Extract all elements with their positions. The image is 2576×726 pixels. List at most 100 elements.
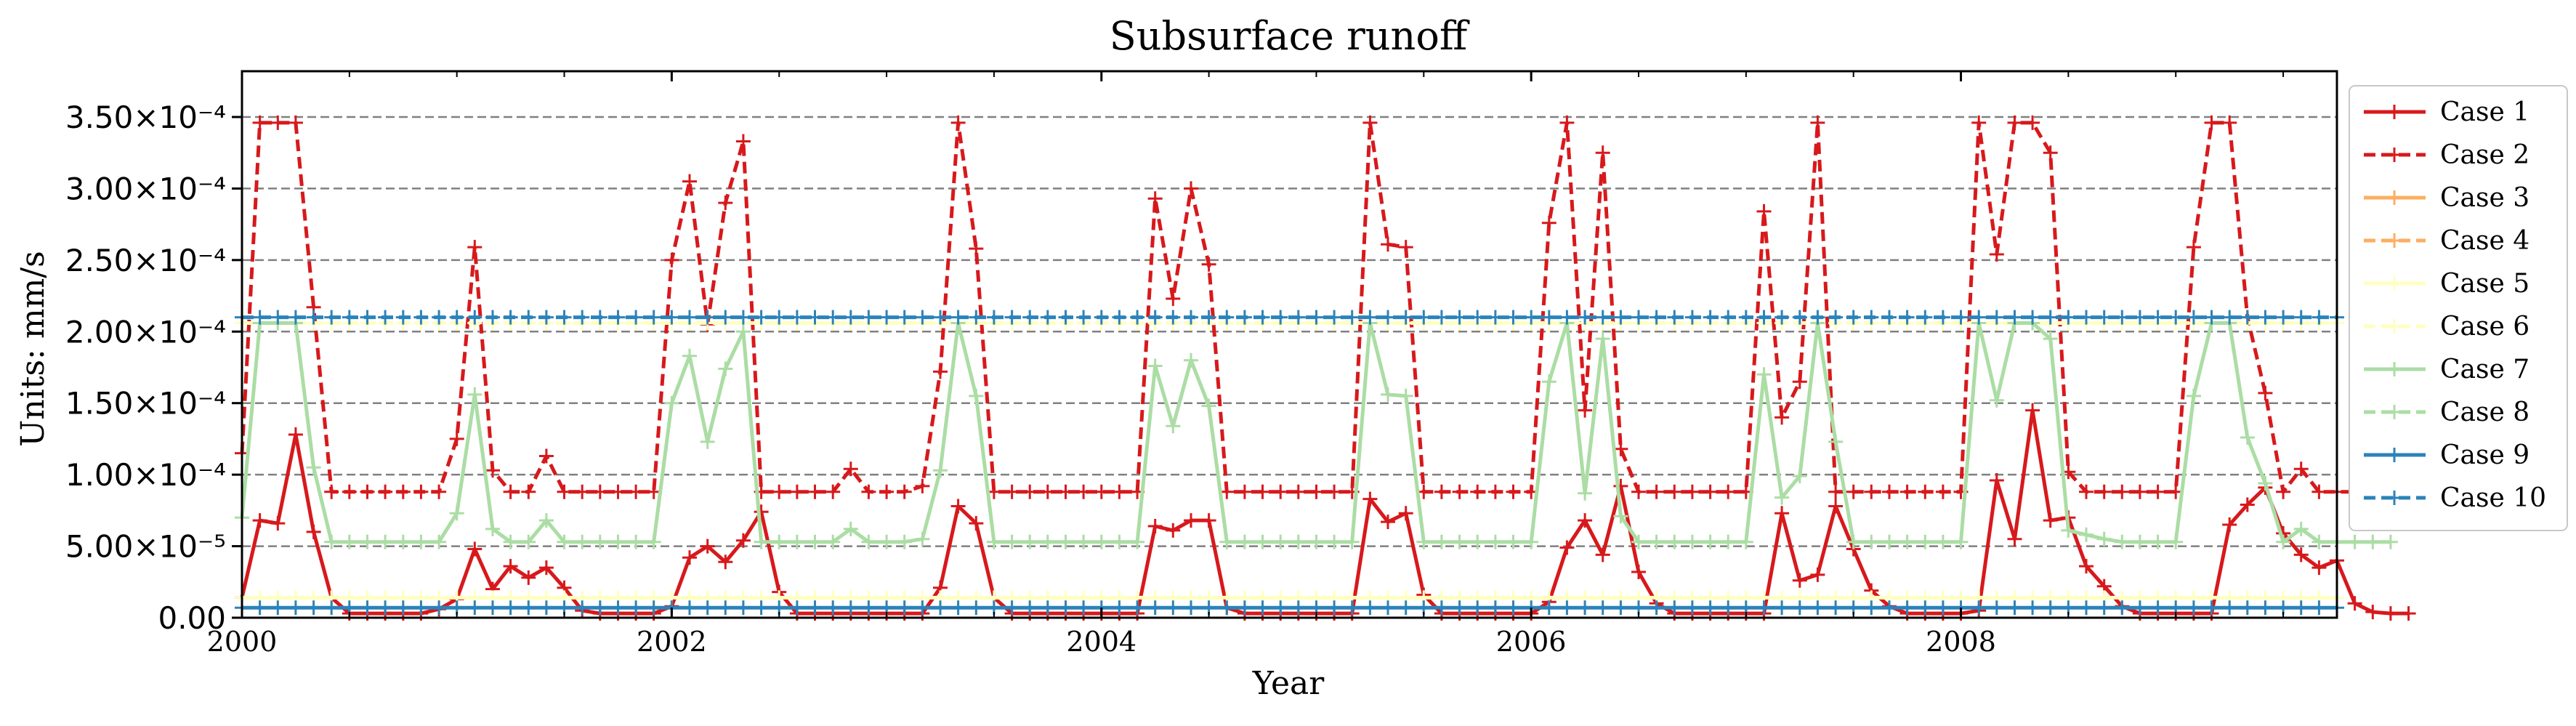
series-marker [1774, 490, 1790, 505]
series-marker [1040, 484, 1055, 499]
series-marker [2240, 497, 2255, 512]
series-marker [1595, 547, 1610, 562]
series-marker [1667, 600, 1682, 616]
legend-marker [2387, 190, 2402, 205]
legend-label: Case 7 [2440, 355, 2529, 384]
series-marker [360, 534, 375, 549]
series-marker [1882, 534, 1897, 549]
series-marker [2258, 476, 2273, 491]
series-marker [1147, 519, 1163, 533]
series-marker [413, 600, 429, 616]
legend-marker [2387, 362, 2402, 376]
series-marker [789, 484, 804, 499]
series-marker [1416, 310, 1432, 325]
series-marker [395, 310, 411, 325]
series-marker [1810, 600, 1825, 616]
series-marker [1201, 398, 1216, 414]
series-marker [485, 310, 500, 325]
axis-ticks: 0.00 5.00×10⁻⁵ 1.00×10⁻⁴ 1.50×10⁻⁴ 2.00×10⁻⁴… [65, 71, 2285, 658]
series-marker [1703, 534, 1718, 549]
series-marker [682, 310, 697, 325]
series-marker [1756, 203, 1772, 219]
series-marker [2096, 600, 2112, 616]
series-marker [1506, 600, 1521, 616]
series-marker [950, 115, 966, 130]
series-marker [1094, 534, 1109, 549]
series-marker [1219, 534, 1235, 549]
legend-label: Case 6 [2440, 312, 2529, 342]
series-marker [592, 484, 607, 499]
legend-entry: Case 3 [2364, 183, 2529, 213]
series-marker [682, 174, 697, 189]
series-marker [503, 310, 518, 325]
series-marker [467, 387, 483, 402]
series-marker [1434, 310, 1449, 325]
series-marker [2276, 484, 2291, 499]
series-marker [1416, 534, 1432, 549]
series-marker [1291, 534, 1306, 549]
legend-entry: Case 8 [2364, 398, 2529, 427]
series-marker [485, 521, 500, 536]
series-marker [700, 434, 715, 449]
series-marker [1273, 484, 1288, 499]
series-marker [682, 600, 697, 616]
series-marker [1309, 310, 1324, 325]
series-marker [2293, 521, 2309, 536]
series-marker [1291, 600, 1306, 616]
series-marker [1649, 310, 1664, 325]
series-marker [629, 600, 644, 616]
y-tick-label: 0.00 [158, 600, 226, 636]
series-line [240, 408, 2409, 616]
series-marker [2240, 430, 2255, 445]
series-marker [1237, 484, 1252, 499]
series-marker [1989, 247, 2004, 262]
series-marker [1541, 600, 1556, 616]
legend-entry: Case 9 [2364, 440, 2529, 470]
series-marker [467, 541, 483, 557]
series-marker [342, 484, 357, 499]
x-axis-label: Year [1252, 665, 1325, 702]
legend-label: Case 8 [2440, 398, 2529, 427]
series-marker [646, 534, 661, 549]
series-marker [1362, 491, 1378, 507]
series-marker [1541, 374, 1556, 390]
series-marker [1004, 534, 1020, 549]
series-marker [1578, 403, 1593, 418]
series-marker [1506, 534, 1521, 549]
series-marker [1470, 484, 1485, 499]
legend-marker [2387, 448, 2402, 462]
series-marker [950, 310, 966, 325]
series-marker [1166, 419, 1181, 434]
series-marker [610, 484, 626, 499]
series-marker [288, 427, 303, 442]
series-marker [1381, 237, 1395, 252]
series-marker [2258, 385, 2273, 400]
series-marker [1076, 484, 1091, 499]
series-marker [1953, 310, 1969, 325]
series-marker [1184, 181, 1198, 196]
series-marker [2115, 310, 2130, 325]
series-marker [2347, 596, 2362, 611]
series-marker [252, 513, 267, 528]
series-marker [969, 388, 984, 403]
series-marker [1398, 600, 1413, 616]
series-marker [807, 600, 823, 616]
series-marker [2168, 534, 2184, 549]
series-marker [1864, 534, 1879, 549]
series-marker [861, 310, 876, 325]
series-marker [2096, 310, 2112, 325]
series-marker [503, 534, 518, 549]
series-marker [2025, 403, 2040, 418]
series-marker [772, 534, 787, 549]
series-marker [1022, 534, 1038, 549]
series-marker [1470, 600, 1485, 616]
series-marker [2096, 484, 2112, 499]
series-marker [1989, 473, 2004, 488]
x-tick-label: 2004 [1066, 626, 1136, 658]
series-marker [2079, 484, 2093, 499]
series-marker [1667, 484, 1682, 499]
series-marker [2079, 559, 2093, 574]
series-marker [807, 484, 823, 499]
series-marker [1899, 310, 1915, 325]
series-marker [754, 600, 769, 616]
